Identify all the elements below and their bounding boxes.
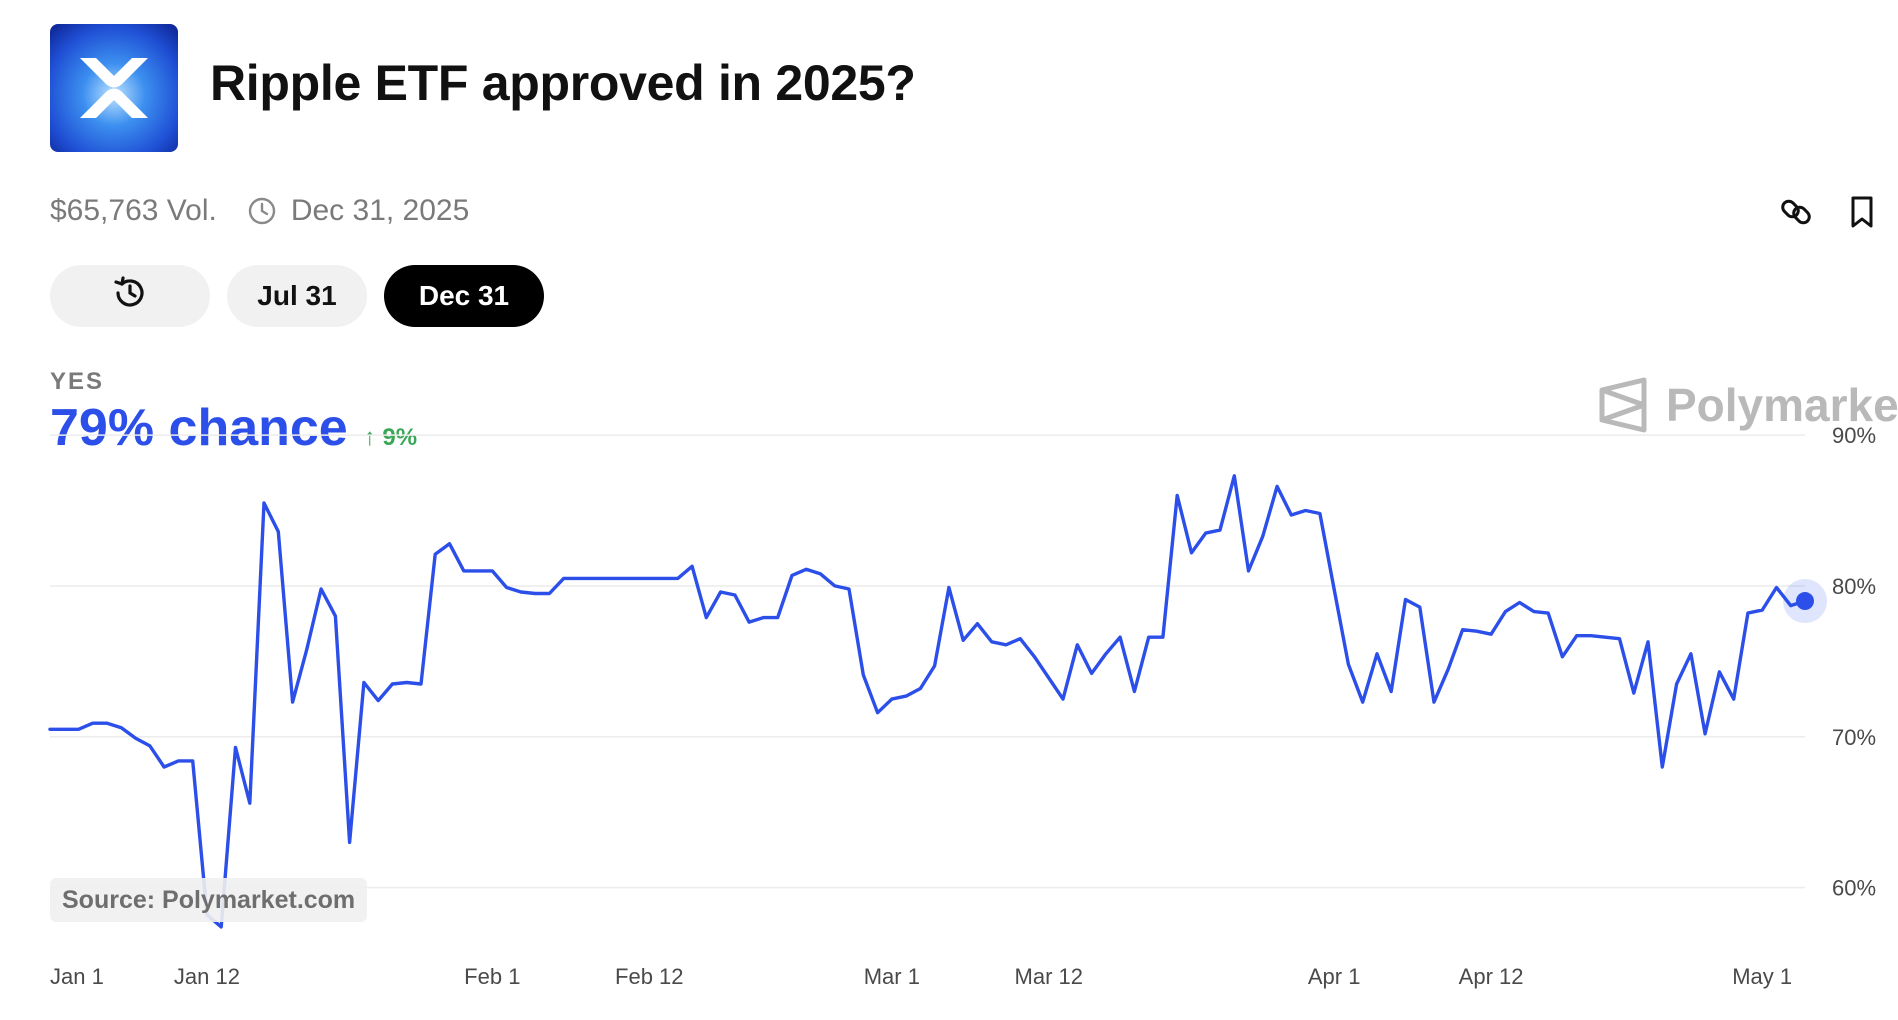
polymarket-logo-icon [1598, 376, 1650, 434]
market-logo [50, 24, 178, 152]
market-title: Ripple ETF approved in 2025? [210, 55, 916, 111]
x-tick-label: Mar 12 [1015, 964, 1083, 989]
x-tick-label: Feb 1 [464, 964, 520, 989]
x-tick-label: Feb 12 [615, 964, 684, 989]
x-axis-ticks: Jan 1 Jan 12 Feb 1 Feb 12 Mar 1 Mar 12 Apr 1 Ap… [50, 964, 1792, 989]
history-icon [111, 274, 149, 319]
brand-name: Polymarket [1666, 379, 1898, 431]
current-point [1796, 592, 1814, 611]
chance-value: 79% chance [50, 399, 348, 457]
history-button[interactable] [50, 265, 210, 327]
x-tick-label: Mar 1 [864, 964, 920, 989]
date-tab-jul-31[interactable]: Jul 31 [227, 265, 367, 327]
x-tick-label: Apr 12 [1459, 964, 1524, 989]
series-line-yes [48, 474, 1807, 929]
end-date-label: Dec 31, 2025 [290, 194, 470, 227]
y-tick-label: 90% [1832, 423, 1876, 448]
y-tick-label: 80% [1832, 574, 1876, 599]
outcome-label: YES [50, 368, 105, 395]
clock-icon [247, 196, 277, 226]
x-tick-label: Jan 12 [174, 964, 240, 989]
y-axis-ticks: 60% 70% 80% 90% [1832, 423, 1876, 901]
source-label: Source: Polymarket.com [50, 878, 368, 922]
chart-grid [50, 434, 1805, 889]
xrp-logo-icon [50, 24, 178, 152]
link-icon[interactable] [1778, 194, 1814, 230]
bookmark-icon[interactable] [1844, 194, 1880, 230]
y-tick-label: 70% [1832, 725, 1876, 750]
change-badge: ↑ 9% [363, 424, 418, 451]
market-meta: $65,763 Vol. Dec 31, 2025 [50, 194, 469, 228]
top-actions [1778, 194, 1880, 230]
polymarket-watermark: Polymarket [1598, 376, 1898, 434]
date-tab-dec-31[interactable]: Dec 31 [384, 265, 544, 327]
x-tick-label: Apr 1 [1308, 964, 1361, 989]
x-tick-label: May 1 [1732, 964, 1792, 989]
volume-label: $65,763 Vol. [50, 194, 217, 227]
x-tick-label: Jan 1 [50, 964, 104, 989]
outcome-chance: 79% chance ↑ 9% [50, 398, 417, 458]
y-tick-label: 60% [1832, 876, 1876, 901]
